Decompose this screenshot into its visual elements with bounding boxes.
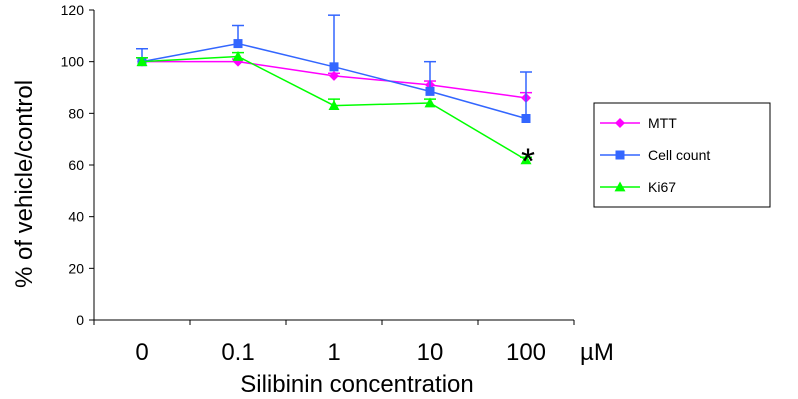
data-point <box>425 86 435 96</box>
x-tick-label: 0.1 <box>221 339 254 366</box>
legend-label: MTT <box>648 115 677 131</box>
data-point <box>136 56 148 67</box>
x-tick-label: 1 <box>327 339 340 366</box>
y-tick-label: 120 <box>61 2 85 18</box>
y-ticks: 0 20 40 60 80 100 120 <box>61 2 94 328</box>
legend-marker <box>614 181 626 192</box>
y-tick-label: 0 <box>76 312 84 328</box>
x-tick-label: 0 <box>135 339 148 366</box>
significance-annotation: * <box>521 141 535 182</box>
y-tick-label: 20 <box>68 260 84 276</box>
x-ticks: 0 0.1 1 10 100 <box>93 320 575 366</box>
series-group <box>136 14 532 165</box>
data-point <box>329 62 339 72</box>
data-point <box>233 39 243 49</box>
x-axis-label: Silibinin concentration <box>240 371 473 398</box>
data-point <box>520 154 532 165</box>
data-point <box>232 51 244 61</box>
series-cell-count <box>136 14 532 123</box>
legend-label: Ki67 <box>648 179 676 195</box>
y-tick-label: 40 <box>68 209 84 225</box>
x-tick-label: 10 <box>417 339 444 366</box>
y-axis-label: % of vehicle/control <box>11 80 38 288</box>
series-ki67 <box>136 51 532 165</box>
legend-item-ki67: Ki67 <box>600 179 676 195</box>
legend-item-cell-count: Cell count <box>600 147 710 163</box>
data-point <box>329 70 339 81</box>
legend-item-mtt: MTT <box>600 115 677 131</box>
y-tick-label: 80 <box>68 105 84 121</box>
x-axis-unit: µM <box>580 339 614 366</box>
legend-marker <box>615 150 625 160</box>
data-point <box>328 100 340 110</box>
y-tick-label: 100 <box>61 54 85 70</box>
legend-label: Cell count <box>648 147 710 163</box>
legend: MTT Cell count Ki67 <box>593 102 771 208</box>
data-point <box>424 97 436 108</box>
y-tick-label: 60 <box>68 157 84 173</box>
legend-marker <box>615 118 625 128</box>
x-tick-label: 100 <box>506 339 546 366</box>
data-point <box>521 114 531 123</box>
